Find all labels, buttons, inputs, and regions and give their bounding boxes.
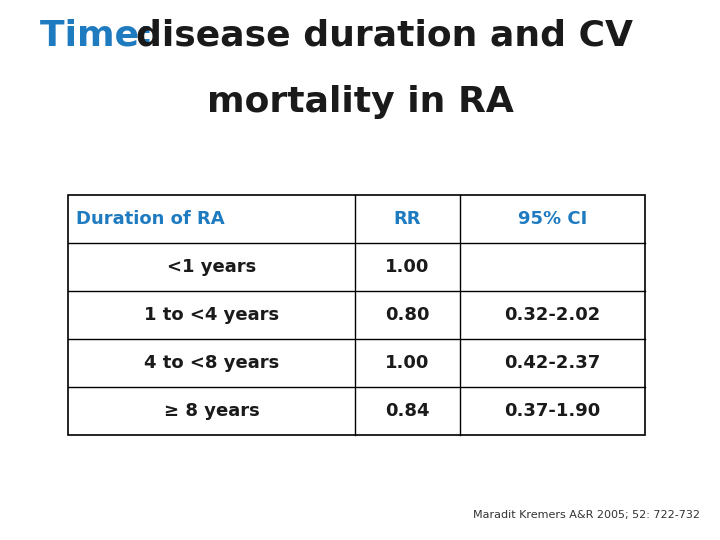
Text: 1.00: 1.00 xyxy=(385,258,430,276)
Text: 1.00: 1.00 xyxy=(385,354,430,372)
Text: Time:: Time: xyxy=(40,18,166,52)
Text: Maradit Kremers A&R 2005; 52: 722-732: Maradit Kremers A&R 2005; 52: 722-732 xyxy=(473,510,700,520)
Text: 1 to <4 years: 1 to <4 years xyxy=(144,306,279,324)
Text: 0.37-1.90: 0.37-1.90 xyxy=(505,402,600,420)
Text: Duration of RA: Duration of RA xyxy=(76,210,225,228)
Text: 4 to <8 years: 4 to <8 years xyxy=(144,354,279,372)
Text: 0.84: 0.84 xyxy=(385,402,430,420)
Text: RR: RR xyxy=(394,210,421,228)
Text: 95% CI: 95% CI xyxy=(518,210,587,228)
Text: disease duration and CV: disease duration and CV xyxy=(136,18,633,52)
Text: 0.32-2.02: 0.32-2.02 xyxy=(505,306,600,324)
Text: ≥ 8 years: ≥ 8 years xyxy=(163,402,259,420)
Text: 0.80: 0.80 xyxy=(385,306,430,324)
Text: 0.42-2.37: 0.42-2.37 xyxy=(505,354,600,372)
Text: mortality in RA: mortality in RA xyxy=(207,85,513,119)
Text: <1 years: <1 years xyxy=(167,258,256,276)
